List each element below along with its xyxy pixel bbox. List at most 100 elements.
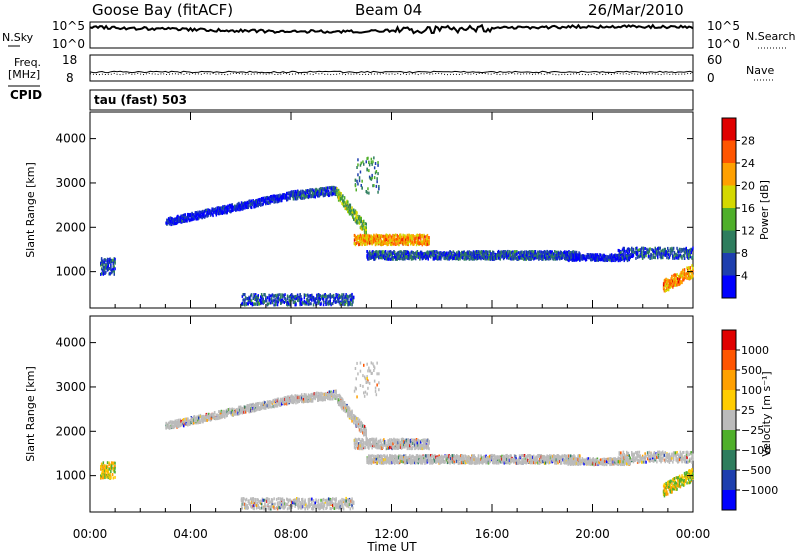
- range-cell: [329, 293, 331, 297]
- range-cell: [372, 256, 374, 260]
- range-cell: [310, 396, 312, 399]
- range-cell: [688, 249, 691, 252]
- range-cell: [292, 192, 295, 196]
- range-cell: [666, 285, 668, 289]
- range-cell: [104, 267, 106, 271]
- range-cell: [458, 253, 460, 257]
- range-cell: [416, 237, 419, 241]
- range-cell: [277, 199, 280, 203]
- range-cell: [429, 254, 431, 258]
- range-cell: [513, 254, 516, 258]
- range-cell: [361, 237, 363, 241]
- range-cell: [286, 399, 288, 403]
- range-cell: [402, 251, 404, 255]
- range-cell: [271, 196, 274, 200]
- range-cell: [257, 204, 259, 208]
- range-cell: [604, 257, 606, 261]
- range-cell: [476, 254, 478, 258]
- range-cell: [689, 276, 692, 280]
- range-cell: [626, 257, 628, 261]
- range-cell: [243, 301, 245, 305]
- range-cell: [212, 214, 214, 218]
- range-cell: [280, 398, 282, 402]
- range-cell: [590, 256, 592, 260]
- range-cell: [692, 255, 694, 259]
- range-cell: [251, 408, 254, 412]
- range-cell: [588, 256, 590, 260]
- range-cell: [334, 190, 337, 194]
- range-cell: [360, 216, 362, 220]
- range-cell: [342, 302, 344, 306]
- range-cell: [376, 255, 378, 259]
- range-cell: [258, 203, 260, 206]
- range-cell: [530, 250, 532, 254]
- range-cell: [193, 415, 195, 419]
- range-cell: [346, 199, 348, 203]
- range-cell: [389, 242, 392, 246]
- range-cell: [283, 196, 285, 199]
- range-cell: [502, 250, 504, 254]
- range-cell: [176, 221, 178, 225]
- range-cell: [543, 250, 545, 254]
- range-cell: [509, 257, 512, 261]
- range-cell: [184, 417, 187, 421]
- range-cell: [283, 301, 285, 304]
- range-cell: [106, 465, 109, 469]
- range-cell: [285, 194, 287, 198]
- range-cell: [321, 189, 323, 193]
- station-title: Goose Bay (fitACF): [92, 1, 233, 19]
- range-cell: [228, 208, 230, 212]
- range-cell: [219, 210, 222, 214]
- range-cell: [509, 252, 512, 256]
- range-cell: [465, 257, 467, 261]
- range-cell: [356, 166, 358, 169]
- range-cell: [292, 399, 295, 403]
- range-cell: [247, 302, 249, 306]
- range-cell: [256, 407, 259, 411]
- range-cell: [228, 408, 230, 412]
- range-cell: [393, 237, 395, 241]
- range-cell: [255, 293, 257, 297]
- range-cell: [285, 399, 287, 403]
- range-cell: [171, 420, 173, 424]
- range-cell: [308, 394, 311, 398]
- range-cell: [419, 233, 421, 237]
- range-cell: [533, 253, 535, 257]
- range-cell: [436, 255, 439, 259]
- range-cell: [579, 257, 582, 261]
- range-cell: [471, 251, 473, 255]
- range-cell: [244, 201, 247, 205]
- range-cell: [437, 251, 440, 255]
- range-cell: [390, 237, 393, 241]
- range-cell: [255, 297, 257, 301]
- range-cell: [104, 469, 106, 473]
- range-cell: [346, 294, 348, 298]
- range-cell: [555, 257, 558, 261]
- range-cell: [245, 405, 248, 409]
- range-cell: [276, 296, 279, 300]
- range-cell: [405, 240, 408, 243]
- range-cell: [419, 241, 421, 245]
- range-cell: [295, 294, 297, 298]
- range-cell: [251, 202, 254, 205]
- range-cell: [265, 197, 268, 201]
- range-cell: [198, 416, 200, 420]
- range-cell: [343, 200, 346, 204]
- range-cell: [644, 251, 646, 255]
- range-cell: [688, 276, 691, 280]
- range-cell: [296, 398, 298, 402]
- range-cell: [463, 253, 465, 257]
- range-cell: [250, 201, 253, 205]
- range-cell: [348, 301, 351, 305]
- range-cell: [299, 396, 301, 400]
- range-cell: [185, 419, 187, 423]
- range-cell: [235, 208, 238, 212]
- range-cell: [114, 261, 116, 265]
- range-cell: [363, 234, 366, 238]
- range-cell: [380, 250, 383, 254]
- range-cell: [282, 401, 285, 405]
- range-cell: [315, 301, 317, 305]
- range-cell: [327, 193, 329, 196]
- range-cell: [364, 239, 367, 243]
